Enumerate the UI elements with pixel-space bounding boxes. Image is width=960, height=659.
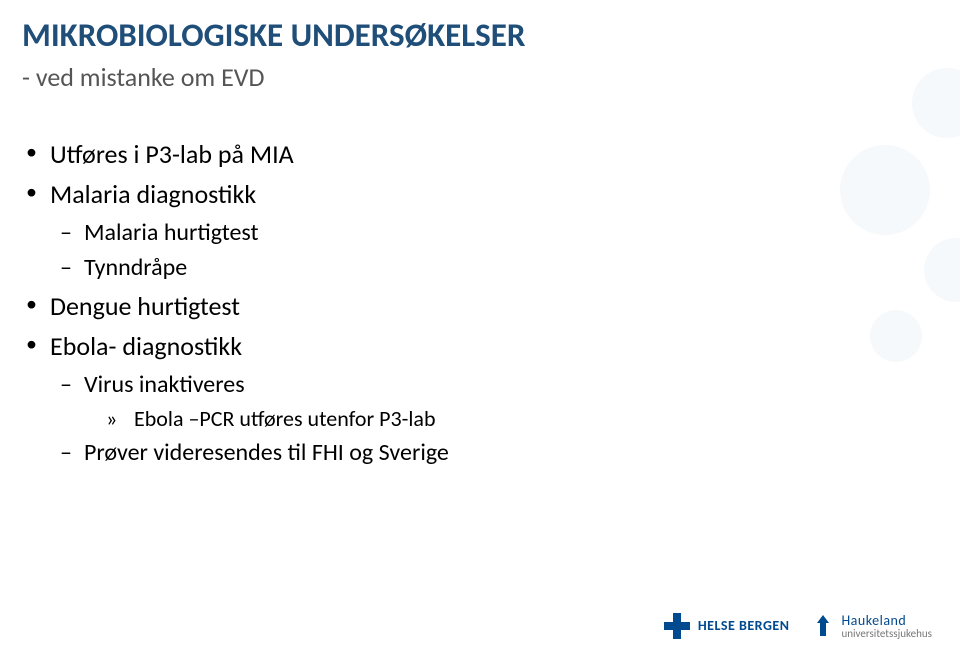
pen-icon [813,614,833,638]
circle-decoration [924,238,960,302]
logo-subtitle: universitetssjukehus [841,628,932,639]
logo-name: Haukeland [841,614,932,628]
list-item: Ebola- diagnostikk [22,330,722,362]
circle-decoration [840,145,930,235]
list-item: Dengue hurtigtest [22,290,722,322]
bullet-content: Utføres i P3-lab på MIA Malaria diagnost… [22,130,722,473]
list-item: Malaria hurtigtest [22,218,722,247]
logo-text: HELSE BERGEN [698,619,790,633]
list-item: Ebola –PCR utføres utenfor P3-lab [22,405,722,432]
list-item: Utføres i P3-lab på MIA [22,138,722,170]
plus-icon [664,613,690,639]
circle-decoration [912,68,960,138]
bullet-list: Utføres i P3-lab på MIA Malaria diagnost… [22,138,722,467]
slide-subtitle: - ved mistanke om EVD [22,61,722,93]
list-item: Prøver videresendes til FHI og Sverige [22,438,722,467]
logo-text: Haukeland universitetssjukehus [841,614,932,639]
list-item: Virus inaktiveres [22,370,722,399]
haukeland-logo: Haukeland universitetssjukehus [813,614,932,639]
list-item: Tynndråpe [22,253,722,282]
decorative-circles [790,60,960,360]
slide-title: MIKROBIOLOGISKE UNDERSØKELSER [22,15,722,55]
footer-logos: HELSE BERGEN Haukeland universitetssjuke… [664,613,932,639]
slide-title-block: MIKROBIOLOGISKE UNDERSØKELSER - ved mist… [22,15,722,93]
circle-decoration [870,310,922,362]
logo-name: HELSE BERGEN [698,619,790,633]
helse-bergen-logo: HELSE BERGEN [664,613,790,639]
list-item: Malaria diagnostikk [22,178,722,210]
